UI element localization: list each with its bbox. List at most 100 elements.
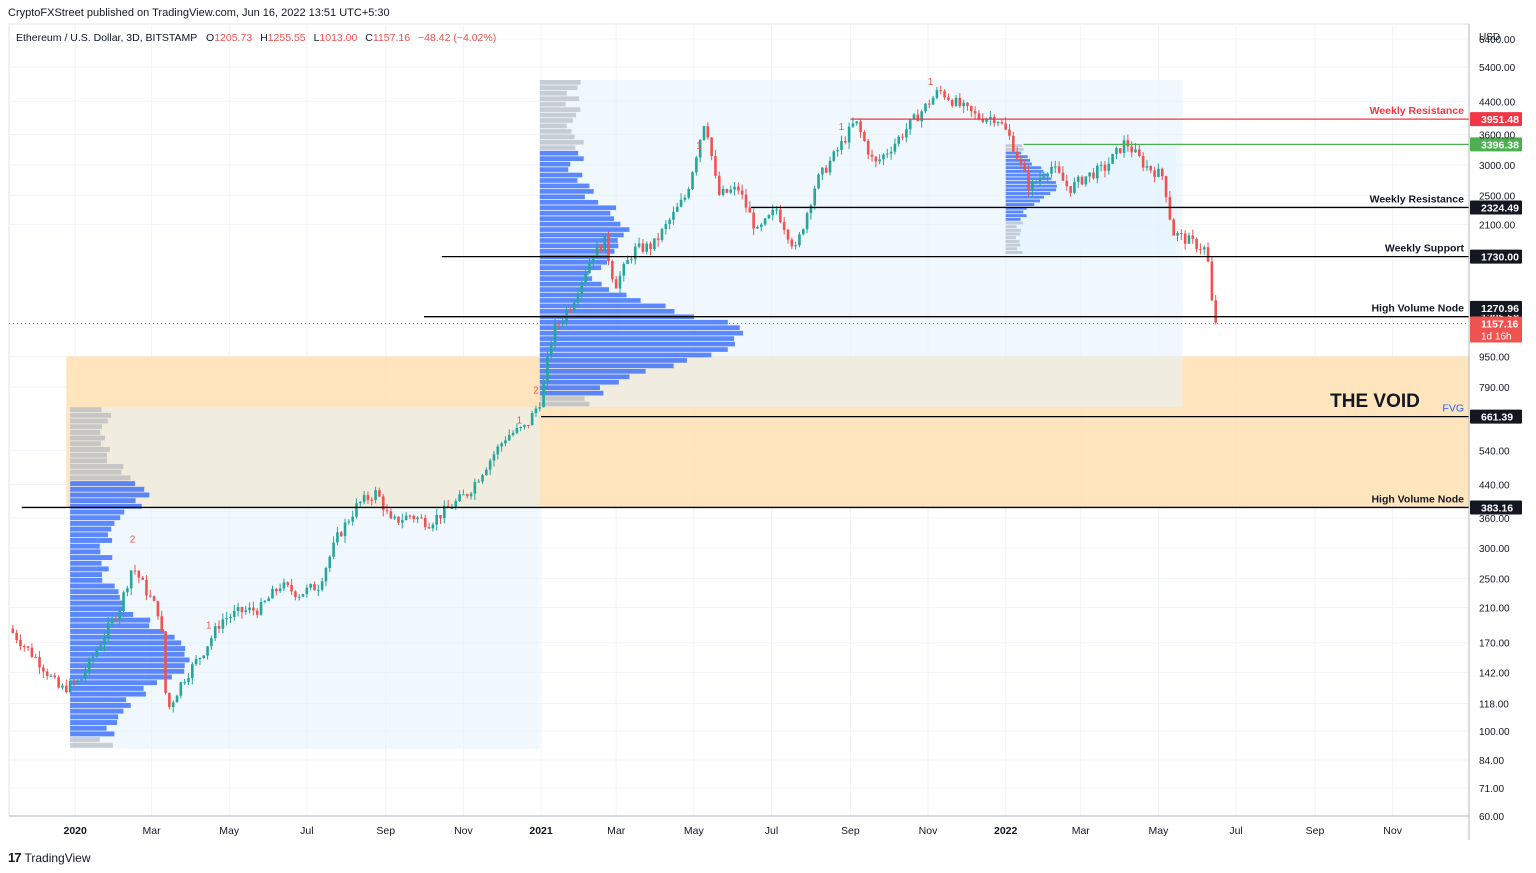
volume-profile-bar xyxy=(70,413,111,418)
candle-body xyxy=(409,516,412,517)
candle-body xyxy=(760,225,763,227)
volume-profile-bar xyxy=(1006,222,1023,225)
y-tick-label: 60.00 xyxy=(1479,812,1504,823)
candle-body xyxy=(1008,130,1011,136)
volume-profile-bar xyxy=(540,396,585,401)
candle-body xyxy=(191,664,194,678)
volume-profile-bar xyxy=(1006,233,1020,236)
candle-body xyxy=(206,646,209,655)
level-label-weekly-support: Weekly Support xyxy=(1385,243,1465,255)
volume-profile-bar xyxy=(70,498,135,503)
volume-profile-bar xyxy=(70,555,112,560)
candle-body xyxy=(134,571,137,572)
y-tick-label: 3600.00 xyxy=(1479,131,1516,142)
candle-body xyxy=(962,103,965,106)
candle-body xyxy=(432,525,435,529)
volume-profile-bar xyxy=(540,178,578,183)
candle-body xyxy=(210,638,213,646)
candle-body xyxy=(600,245,603,251)
volume-profile-bar xyxy=(1006,244,1021,247)
candle-body xyxy=(374,490,377,500)
volume-profile-bar xyxy=(540,298,641,303)
candle-body xyxy=(1134,149,1137,152)
y-axis[interactable]: 6400.00 5400.00 4400.00 3600.00 3000.00 2500.… xyxy=(1479,35,1516,823)
candle-body xyxy=(202,656,205,658)
x-tick-label: 2021 xyxy=(529,825,553,837)
volume-profile-bar xyxy=(70,572,102,577)
volume-profile-bar xyxy=(70,635,175,640)
candle-body xyxy=(936,90,939,98)
candle-body xyxy=(1085,176,1088,184)
candle-body xyxy=(264,601,267,602)
volume-profile-bar xyxy=(540,391,604,396)
y-tick-label: 5400.00 xyxy=(1479,63,1516,74)
volume-profile-bar xyxy=(70,697,126,702)
candle-body xyxy=(745,195,748,208)
candle-body xyxy=(500,443,503,446)
volume-profile-bar xyxy=(540,342,735,347)
volume-profile-bar xyxy=(70,436,105,441)
candle-body xyxy=(107,623,110,638)
candle-body xyxy=(638,243,641,246)
candle-body xyxy=(176,696,179,703)
candle-body xyxy=(508,435,511,440)
volume-profile-bar xyxy=(540,222,621,227)
candle-body xyxy=(737,187,740,191)
candle-body xyxy=(657,238,660,240)
candle-body xyxy=(527,425,530,426)
candle-body xyxy=(1077,177,1080,182)
candle-body xyxy=(1069,186,1072,193)
volume-profile-bar xyxy=(1006,203,1035,206)
candle-body xyxy=(569,311,572,312)
candle-body xyxy=(96,650,99,657)
candle-body xyxy=(1027,171,1030,190)
candle-body xyxy=(1203,247,1206,249)
candle-body xyxy=(1073,182,1076,193)
candle-body xyxy=(1111,154,1114,164)
volume-profile-bar xyxy=(70,606,124,611)
volume-profile-bar xyxy=(70,714,118,719)
candle-body xyxy=(955,98,958,106)
x-axis[interactable]: 2020 Mar May Jul Sep Nov 2021 Mar May Jul Sep Nov 20… xyxy=(64,825,1403,837)
candle-body xyxy=(577,295,580,303)
candle-body xyxy=(1149,166,1152,170)
volume-profile-bar xyxy=(70,652,184,657)
candle-body xyxy=(749,207,752,212)
candle-body xyxy=(309,584,312,588)
candle-body xyxy=(1142,156,1145,168)
x-tick-label: Sep xyxy=(376,825,395,837)
volume-profile-bar xyxy=(70,578,102,583)
candle-body xyxy=(764,218,767,224)
td-annotation: 1 xyxy=(206,621,212,632)
candle-body xyxy=(1023,163,1026,171)
candle-body xyxy=(237,607,240,611)
candle-body xyxy=(138,571,141,578)
candle-body xyxy=(626,260,629,264)
candle-body xyxy=(130,571,133,589)
legend-high-label: H xyxy=(260,32,268,44)
candle-body xyxy=(531,413,534,425)
volume-profile-bar xyxy=(540,358,687,363)
candle-body xyxy=(172,702,175,707)
y-tick-label: 4400.00 xyxy=(1479,97,1516,108)
candle-body xyxy=(466,494,469,496)
candle-body xyxy=(187,678,190,682)
candle-body xyxy=(256,611,259,615)
volume-profile-bar xyxy=(540,205,616,210)
candle-body xyxy=(57,677,60,687)
y-tick-label: 2100.00 xyxy=(1479,220,1516,231)
candle-body xyxy=(199,658,202,659)
volume-profile-bar xyxy=(70,720,117,725)
volume-profile-bar xyxy=(540,96,579,101)
candle-body xyxy=(535,409,538,413)
volume-profile-bar xyxy=(70,458,107,463)
candle-body xyxy=(416,518,419,520)
footer-brand[interactable]: 17 TradingView xyxy=(8,850,91,865)
x-tick-label: Jul xyxy=(765,825,778,837)
legend-open-label: O xyxy=(206,32,214,44)
volume-profile-bar xyxy=(1006,236,1016,239)
td-annotation: 1 xyxy=(696,141,702,152)
volume-profile-bar xyxy=(70,464,123,469)
candle-body xyxy=(1138,149,1141,156)
